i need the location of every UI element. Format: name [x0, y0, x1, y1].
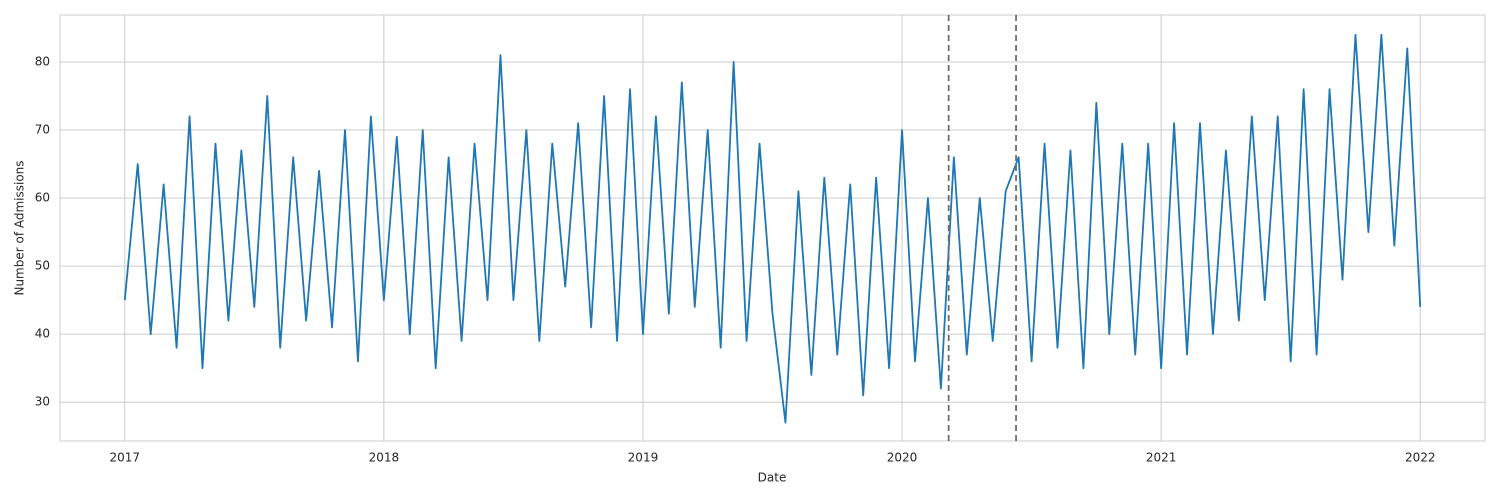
y-tick-label: 70	[35, 123, 50, 137]
y-tick-label: 40	[35, 327, 50, 341]
x-tick-label: 2019	[628, 451, 659, 465]
x-axis-label: Date	[758, 471, 787, 485]
y-tick-label: 80	[35, 54, 50, 68]
y-tick-label: 60	[35, 191, 50, 205]
x-tick-label: 2022	[1405, 451, 1436, 465]
y-axis-label: Number of Admissions	[13, 160, 27, 295]
x-tick-label: 2021	[1146, 451, 1177, 465]
x-tick-label: 2018	[369, 451, 400, 465]
x-tick-label: 2017	[109, 451, 140, 465]
x-tick-label: 2020	[887, 451, 918, 465]
y-tick-label: 50	[35, 259, 50, 273]
y-tick-label: 30	[35, 395, 50, 409]
plot-frame	[59, 14, 1486, 442]
series-line	[123, 33, 1422, 424]
